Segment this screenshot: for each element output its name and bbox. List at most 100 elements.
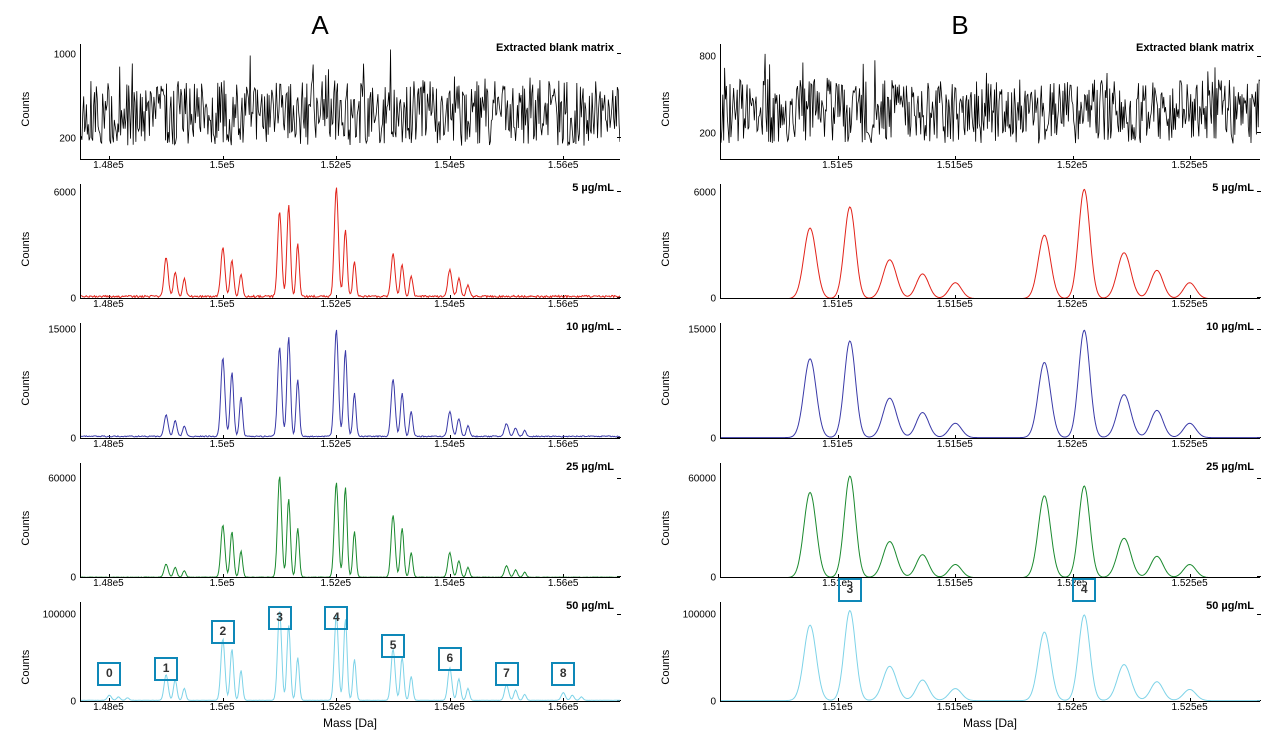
x-axis-label: Mass [Da] bbox=[80, 716, 620, 732]
x-tick-label: 1.56e5 bbox=[548, 439, 579, 450]
x-tick-label: 1.5e5 bbox=[210, 299, 235, 310]
panel-concentration-label: 5 µg/mL bbox=[1212, 182, 1254, 194]
peak-annotation-box: 8 bbox=[551, 662, 575, 686]
x-tick-label: 1.525e5 bbox=[1171, 160, 1207, 171]
spectrum-trace bbox=[721, 184, 1260, 299]
y-tick-label: 6000 bbox=[694, 187, 716, 198]
panel: Counts060005 µg/mL1.51e51.515e51.52e51.5… bbox=[660, 184, 1260, 314]
y-tick-label: 0 bbox=[70, 433, 76, 444]
x-tick-label: 1.48e5 bbox=[93, 702, 124, 713]
x-tick-label: 1.56e5 bbox=[548, 578, 579, 589]
y-tick-label: 0 bbox=[710, 294, 716, 305]
peak-annotation-box: 2 bbox=[211, 620, 235, 644]
x-tick-label: 1.52e5 bbox=[1057, 160, 1088, 171]
panel: Counts010000050 µg/mL341.51e51.515e51.52… bbox=[660, 602, 1260, 732]
panel: Counts010000050 µg/mL0123456781.48e51.5e… bbox=[20, 602, 620, 732]
x-tick-label: 1.48e5 bbox=[93, 299, 124, 310]
y-axis-label: Counts bbox=[660, 602, 676, 732]
x-tick-label: 1.48e5 bbox=[93, 439, 124, 450]
x-tick-label: 1.515e5 bbox=[937, 160, 973, 171]
x-tick-label: 1.54e5 bbox=[434, 578, 465, 589]
x-tick-label: 1.48e5 bbox=[93, 160, 124, 171]
y-tick-label: 6000 bbox=[54, 187, 76, 198]
peak-annotation-box: 4 bbox=[1072, 578, 1096, 602]
y-tick-label: 800 bbox=[699, 51, 716, 62]
y-tick-label: 15000 bbox=[688, 325, 716, 336]
panel-concentration-label: 5 µg/mL bbox=[572, 182, 614, 194]
panel-concentration-label: Extracted blank matrix bbox=[1136, 42, 1254, 54]
panel: Counts01500010 µg/mL1.51e51.515e51.52e51… bbox=[660, 323, 1260, 453]
column-B: B Counts 200 800 Extracted blank matrix 1.51e… bbox=[660, 10, 1260, 742]
y-axis-label: Counts bbox=[20, 602, 36, 732]
plot-area: 10 µg/mL bbox=[720, 323, 1260, 439]
y-axis-label: Counts bbox=[20, 323, 36, 453]
x-tick-label: 1.56e5 bbox=[548, 299, 579, 310]
y-axis-label: Counts bbox=[20, 44, 36, 174]
spectrum-trace bbox=[721, 602, 1260, 701]
panel: Counts060005 µg/mL1.48e51.5e51.52e51.54e… bbox=[20, 184, 620, 314]
panel-concentration-label: 10 µg/mL bbox=[566, 321, 614, 333]
x-axis-label: Mass [Da] bbox=[720, 716, 1260, 732]
figure-container: ACounts2001000Extracted blank matrix1.48… bbox=[20, 10, 1260, 742]
x-tick-label: 1.51e5 bbox=[822, 160, 853, 171]
column-title: A bbox=[20, 10, 620, 40]
peak-annotation-box: 3 bbox=[268, 606, 292, 630]
peak-annotation-box: 3 bbox=[838, 578, 862, 602]
peak-annotation-box: 7 bbox=[495, 662, 519, 686]
panel-concentration-label: 25 µg/mL bbox=[566, 461, 614, 473]
plot-area: 5 µg/mL bbox=[720, 184, 1260, 300]
panel-concentration-label: 25 µg/mL bbox=[1206, 461, 1254, 473]
spectrum-trace bbox=[81, 602, 620, 701]
x-tick-label: 1.515e5 bbox=[937, 702, 973, 713]
plot-area: Extracted blank matrix bbox=[80, 44, 620, 160]
spectrum-trace bbox=[81, 184, 620, 299]
plot-area: 50 µg/mL34 bbox=[720, 602, 1260, 702]
plot-area: 50 µg/mL012345678 bbox=[80, 602, 620, 702]
peak-annotation-box: 4 bbox=[324, 606, 348, 630]
x-tick-label: 1.52e5 bbox=[320, 439, 351, 450]
y-tick-label: 100000 bbox=[683, 610, 716, 621]
y-tick-label: 100000 bbox=[43, 610, 76, 621]
x-tick-label: 1.52e5 bbox=[1057, 299, 1088, 310]
panel-concentration-label: 50 µg/mL bbox=[1206, 600, 1254, 612]
x-tick-label: 1.52e5 bbox=[1057, 439, 1088, 450]
x-tick-label: 1.52e5 bbox=[320, 299, 351, 310]
y-axis-label: Counts bbox=[660, 323, 676, 453]
x-tick-label: 1.5e5 bbox=[210, 160, 235, 171]
x-tick-label: 1.56e5 bbox=[548, 160, 579, 171]
x-tick-label: 1.51e5 bbox=[822, 439, 853, 450]
panel-concentration-label: 10 µg/mL bbox=[1206, 321, 1254, 333]
x-tick-label: 1.56e5 bbox=[548, 702, 579, 713]
x-tick-label: 1.54e5 bbox=[434, 702, 465, 713]
column-A: A Counts 2 0 0 1000 Extracted blank matrix 1.48… bbox=[20, 10, 620, 742]
x-tick-label: 1.525e5 bbox=[1171, 702, 1207, 713]
spectrum-trace bbox=[81, 44, 620, 159]
panel-concentration-label: Extracted blank matrix bbox=[496, 42, 614, 54]
x-tick-label: 1.48e5 bbox=[93, 578, 124, 589]
peak-annotation-box: 5 bbox=[381, 634, 405, 658]
peak-annotation-box: 6 bbox=[438, 647, 462, 671]
y-tick-label: 60000 bbox=[48, 474, 76, 485]
y-tick-label: 0 bbox=[70, 573, 76, 584]
y-tick-label: 1000 bbox=[54, 49, 76, 60]
x-tick-label: 1.5e5 bbox=[210, 702, 235, 713]
plot-area: 25 µg/mL bbox=[80, 463, 620, 579]
peak-annotation-box: 1 bbox=[154, 657, 178, 681]
spectrum-trace bbox=[721, 463, 1260, 578]
y-tick-label: 200 bbox=[699, 128, 716, 139]
y-axis-label: Counts bbox=[660, 463, 676, 593]
x-tick-label: 1.52e5 bbox=[320, 702, 351, 713]
x-tick-label: 1.5e5 bbox=[210, 439, 235, 450]
spectrum-trace bbox=[721, 44, 1260, 159]
x-tick-label: 1.525e5 bbox=[1171, 578, 1207, 589]
x-tick-label: 1.515e5 bbox=[937, 439, 973, 450]
x-tick-label: 1.54e5 bbox=[434, 299, 465, 310]
y-tick-label: 0 bbox=[70, 294, 76, 305]
column-title: B bbox=[660, 10, 1260, 40]
x-tick-label: 1.525e5 bbox=[1171, 299, 1207, 310]
x-tick-label: 1.54e5 bbox=[434, 439, 465, 450]
x-tick-label: 1.51e5 bbox=[822, 702, 853, 713]
panel: Counts200800Extracted blank matrix1.51e5… bbox=[660, 44, 1260, 174]
y-tick-label: 0 bbox=[710, 573, 716, 584]
panel: Counts06000025 µg/mL1.48e51.5e51.52e51.5… bbox=[20, 463, 620, 593]
